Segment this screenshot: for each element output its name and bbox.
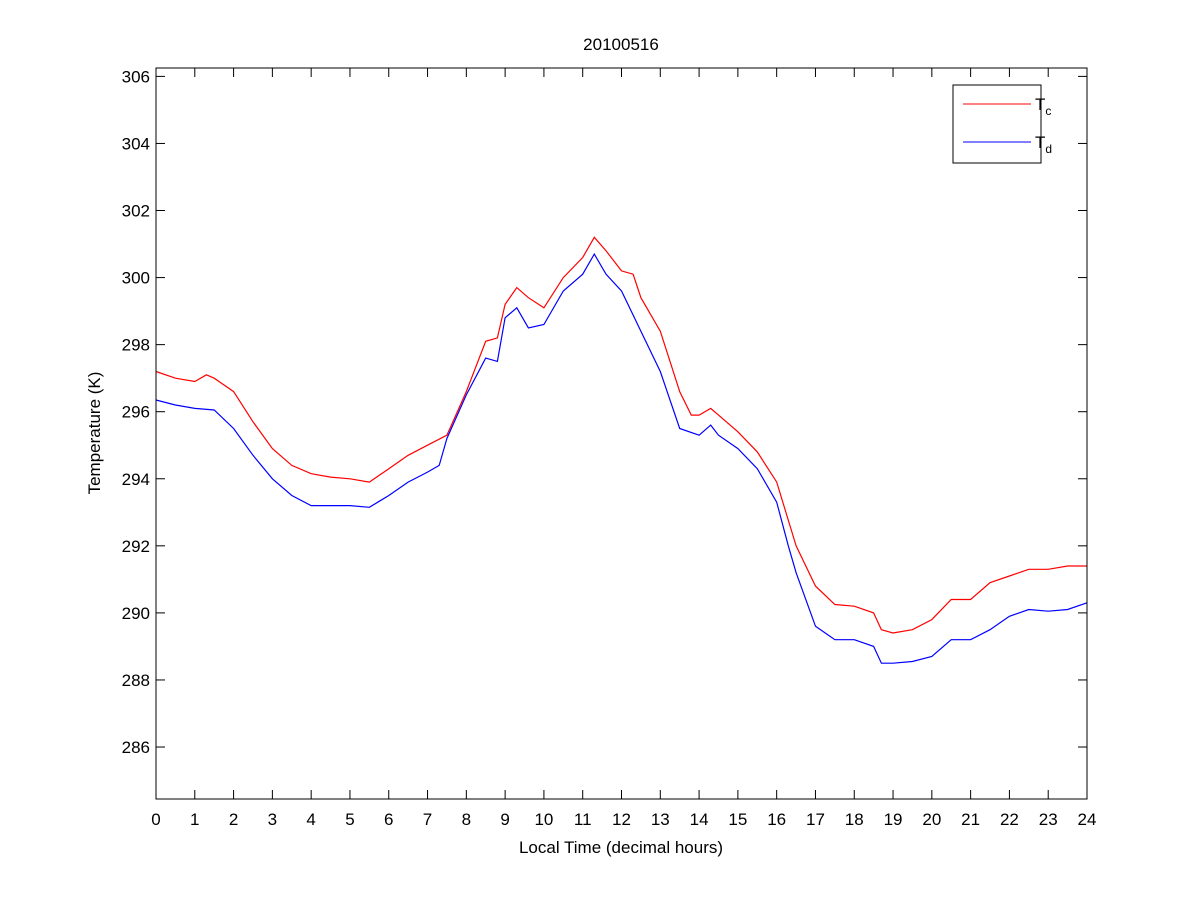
x-tick-label: 14 bbox=[690, 810, 709, 829]
x-tick-label: 4 bbox=[306, 810, 315, 829]
x-tick-label: 11 bbox=[574, 810, 592, 829]
y-axis-label: Temperature (K) bbox=[85, 372, 104, 495]
y-tick-label: 292 bbox=[122, 537, 150, 556]
y-tick-label: 294 bbox=[122, 470, 150, 489]
x-tick-label: 9 bbox=[500, 810, 509, 829]
x-tick-label: 18 bbox=[845, 810, 864, 829]
y-tick-label: 304 bbox=[122, 134, 150, 153]
legend-label-tc: Tc bbox=[1035, 95, 1051, 118]
x-axis-label: Local Time (decimal hours) bbox=[519, 838, 723, 857]
y-tick-label: 302 bbox=[122, 202, 150, 221]
x-tick-label: 21 bbox=[961, 810, 980, 829]
legend-box bbox=[952, 84, 1042, 164]
plot-area-frame bbox=[155, 67, 1088, 800]
x-tick-label: 2 bbox=[229, 810, 238, 829]
x-tick-label: 13 bbox=[651, 810, 670, 829]
series-line-tc bbox=[155, 236, 1087, 634]
legend: Tc Td bbox=[952, 84, 1052, 164]
y-tick-label: 306 bbox=[122, 67, 150, 86]
x-tick-label: 19 bbox=[884, 810, 903, 829]
x-tick-label: 8 bbox=[462, 810, 471, 829]
x-tick-label: 24 bbox=[1078, 810, 1097, 829]
x-tick-label: 17 bbox=[806, 810, 825, 829]
x-tick-label: 1 bbox=[190, 810, 199, 829]
x-tick-label: 15 bbox=[728, 810, 747, 829]
x-tick-label: 3 bbox=[268, 810, 277, 829]
x-tick-label: 6 bbox=[384, 810, 393, 829]
x-tick-label: 22 bbox=[1000, 810, 1019, 829]
y-tick-label: 288 bbox=[122, 671, 150, 690]
legend-label-td: Td bbox=[1035, 133, 1052, 156]
x-tick-label: 20 bbox=[922, 810, 941, 829]
series-line-td bbox=[155, 252, 1088, 664]
chart-title: 20100516 bbox=[583, 35, 659, 54]
x-tick-label: 16 bbox=[767, 810, 786, 829]
x-tick-label: 12 bbox=[612, 810, 631, 829]
x-tick-label: 23 bbox=[1039, 810, 1058, 829]
x-tick-label: 10 bbox=[534, 810, 553, 829]
y-tick-label: 300 bbox=[122, 269, 150, 288]
y-tick-label: 298 bbox=[122, 336, 150, 355]
y-tick-label: 290 bbox=[122, 604, 150, 623]
x-tick-label: 5 bbox=[345, 810, 354, 829]
y-tick-label: 296 bbox=[122, 403, 150, 422]
y-tick-label: 286 bbox=[122, 738, 150, 757]
x-tick-label: 0 bbox=[151, 810, 160, 829]
x-tick-label: 7 bbox=[423, 810, 432, 829]
